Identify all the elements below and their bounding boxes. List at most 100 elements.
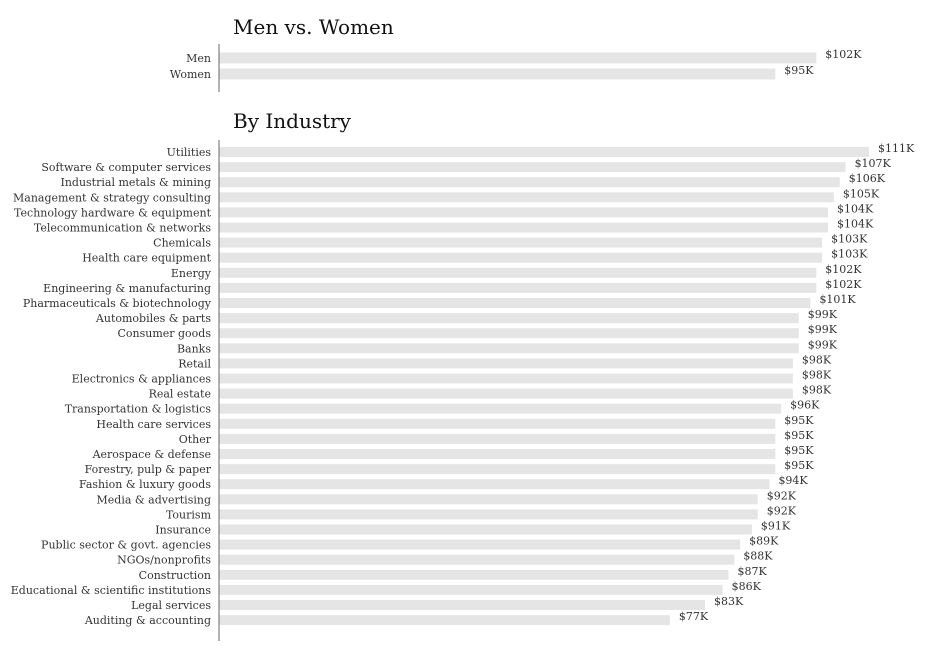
bar: [219, 52, 817, 64]
bar: [219, 298, 811, 308]
category-label: Tourism: [166, 508, 212, 521]
value-label: $95K: [784, 64, 814, 77]
bar: [219, 237, 823, 248]
value-label: $104K: [837, 202, 874, 215]
value-label: $91K: [761, 520, 791, 533]
value-label: $86K: [732, 580, 762, 593]
category-label: Public sector & govt. agencies: [41, 539, 211, 552]
bar: [219, 222, 829, 233]
category-label: Fashion & luxury goods: [79, 478, 211, 491]
category-label: Other: [179, 433, 212, 446]
bar: [219, 282, 817, 293]
category-label: Banks: [177, 342, 211, 355]
bar: [219, 569, 729, 580]
bar: [219, 207, 829, 218]
bar: [219, 554, 735, 565]
value-label: $104K: [837, 218, 874, 231]
bar: [219, 328, 799, 339]
bar: [219, 479, 770, 490]
category-label: Engineering & manufacturing: [43, 282, 211, 295]
value-label: $96K: [790, 399, 820, 412]
category-label: Auditing & accounting: [84, 614, 211, 627]
bar: [219, 358, 793, 369]
bar: [219, 524, 752, 535]
value-label: $103K: [831, 233, 868, 246]
category-label: Educational & scientific institutions: [11, 584, 212, 597]
bar: [219, 267, 817, 278]
category-label: Men: [186, 52, 211, 65]
bar: [219, 449, 776, 459]
value-label: $102K: [825, 48, 862, 61]
bar: [219, 418, 776, 429]
bar: [219, 494, 758, 505]
category-label: Utilities: [167, 146, 212, 159]
category-label: Software & computer services: [41, 161, 211, 174]
category-label: Pharmaceuticals & biotechnology: [23, 297, 212, 310]
category-label: Forestry, pulp & paper: [85, 463, 212, 476]
bar: [219, 509, 758, 520]
value-label: $92K: [767, 504, 797, 517]
bar: [219, 68, 776, 80]
value-label: $105K: [843, 187, 880, 200]
value-label: $92K: [767, 489, 797, 502]
bar: [219, 373, 793, 384]
value-label: $106K: [849, 172, 886, 185]
bar: [219, 464, 776, 475]
category-label: Insurance: [155, 524, 211, 537]
category-label: Real estate: [149, 388, 211, 401]
bar: [219, 539, 741, 550]
category-label: Media & advertising: [97, 493, 212, 506]
value-label: $107K: [855, 157, 892, 170]
bar: [219, 162, 846, 173]
value-label: $101K: [819, 293, 856, 306]
value-label: $102K: [825, 278, 862, 291]
category-label: Technology hardware & equipment: [14, 206, 212, 219]
value-label: $98K: [802, 384, 832, 397]
bar: [219, 433, 776, 444]
bar: [219, 177, 840, 188]
category-label: Legal services: [131, 599, 211, 612]
bar: [219, 343, 799, 354]
value-label: $77K: [679, 610, 709, 623]
value-label: $99K: [808, 323, 838, 336]
value-label: $111K: [878, 142, 915, 155]
value-label: $95K: [784, 429, 814, 442]
value-label: $95K: [784, 414, 814, 427]
category-label: Women: [170, 68, 211, 81]
value-label: $95K: [784, 459, 814, 472]
bar: [219, 313, 799, 324]
value-label: $98K: [802, 353, 832, 366]
value-label: $94K: [778, 474, 808, 487]
value-label: $87K: [737, 565, 767, 578]
value-label: $103K: [831, 248, 868, 261]
value-label: $98K: [802, 369, 832, 382]
chart-title: Men vs. Women: [233, 15, 394, 39]
category-label: Automobiles & parts: [95, 312, 211, 325]
bar: [219, 403, 782, 414]
bar: [219, 147, 869, 157]
chart-title: By Industry: [233, 109, 352, 133]
value-label: $95K: [784, 444, 814, 457]
bar: [219, 600, 706, 610]
category-label: Industrial metals & mining: [60, 176, 211, 189]
category-label: Health care services: [96, 418, 211, 431]
value-label: $99K: [808, 338, 838, 351]
bar: [219, 252, 823, 263]
category-label: Electronics & appliances: [72, 373, 212, 386]
value-label: $89K: [749, 535, 779, 548]
category-label: Health care equipment: [82, 252, 211, 265]
category-label: Consumer goods: [117, 327, 211, 340]
value-label: $99K: [808, 308, 838, 321]
category-label: Construction: [139, 569, 211, 582]
value-label: $102K: [825, 263, 862, 276]
value-label: $88K: [743, 550, 773, 563]
category-label: Management & strategy consulting: [13, 191, 211, 204]
category-label: Telecommunication & networks: [34, 222, 211, 235]
bar: [219, 192, 834, 203]
category-label: Aerospace & defense: [92, 448, 211, 461]
category-label: Retail: [178, 357, 211, 370]
value-label: $83K: [714, 595, 744, 608]
bar: [219, 615, 670, 626]
bar: [219, 584, 723, 595]
